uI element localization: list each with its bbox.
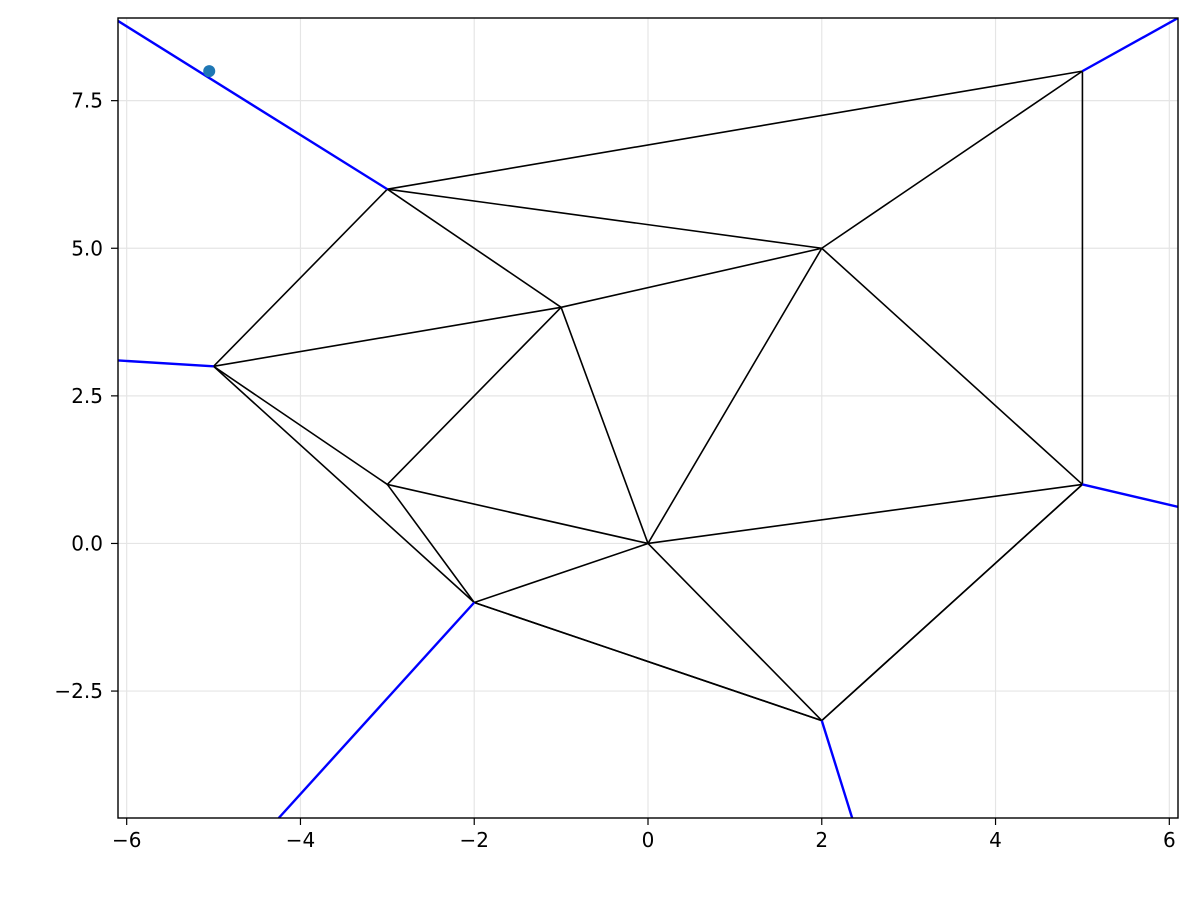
x-tick-label: 0 [642,828,655,852]
x-tick-label: −4 [286,828,315,852]
y-tick-label: 5.0 [71,236,103,260]
y-tick-label: −2.5 [54,679,103,703]
y-tick-label: 7.5 [71,89,103,113]
x-tick-label: 6 [1163,828,1176,852]
y-tick-label: 2.5 [71,384,103,408]
x-tick-label: −2 [459,828,488,852]
x-tick-label: −6 [112,828,141,852]
x-tick-label: 4 [989,828,1002,852]
chart-container: { "chart": { "type": "network", "canvas"… [0,0,1200,900]
y-tick-label: 0.0 [71,531,103,555]
delaunay-plot: −6 −4 −2 0 2 4 6 −2.5 0.0 2.5 5.0 7.5 [0,0,1200,900]
scatter-points [203,65,215,77]
x-tick-label: 2 [815,828,828,852]
